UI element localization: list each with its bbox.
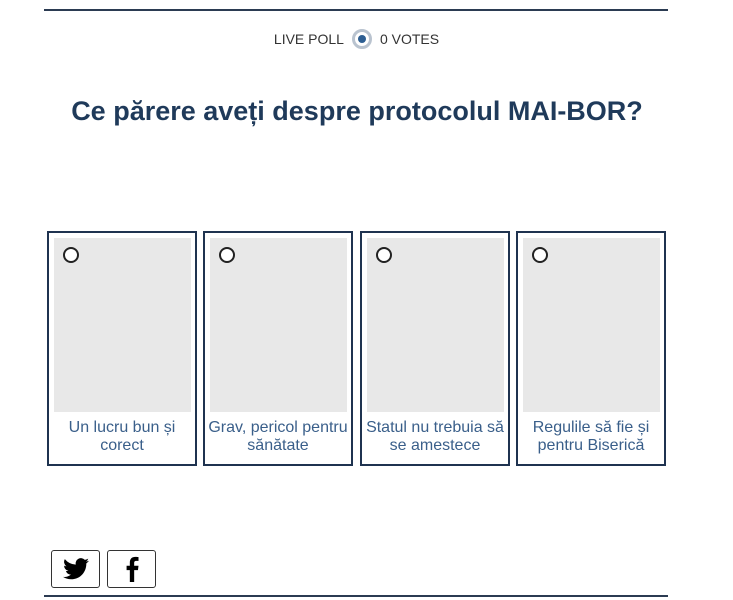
option-label: Grav, pericol pentru sănătate [208,419,348,454]
option-image [210,238,347,412]
option-label: Un lucru bun și corect [68,419,176,454]
facebook-share-button[interactable] [107,550,156,588]
option-image [523,238,660,412]
live-poll-label: LIVE POLL [273,31,344,47]
poll-option[interactable]: Regulile să fie și pentru Biserică [516,231,666,466]
radio-icon[interactable] [532,247,548,263]
twitter-icon [62,558,89,580]
bottom-divider [44,595,668,597]
option-label: Statul nu trebuia să se amestece [366,419,504,454]
facebook-icon [126,556,138,582]
option-image [367,238,504,412]
poll-option[interactable]: Un lucru bun și corect [47,231,197,466]
poll-option[interactable]: Grav, pericol pentru sănătate [203,231,353,466]
radio-icon[interactable] [376,247,392,263]
option-image [54,238,191,412]
option-label: Regulile să fie și pentru Biserică [532,419,650,454]
top-divider [44,9,668,11]
poll-meta: LIVE POLL 0 VOTES [0,29,713,49]
twitter-share-button[interactable] [51,550,100,588]
votes-count: 0 VOTES [379,31,440,47]
live-indicator-icon [351,29,372,49]
poll-question: Ce părere aveți despre protocolul MAI-BO… [71,96,643,126]
poll-option[interactable]: Statul nu trebuia să se amestece [360,231,510,466]
radio-icon[interactable] [63,247,79,263]
radio-icon[interactable] [219,247,235,263]
